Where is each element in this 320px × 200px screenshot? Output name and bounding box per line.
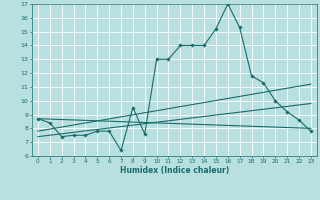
X-axis label: Humidex (Indice chaleur): Humidex (Indice chaleur) bbox=[120, 166, 229, 175]
